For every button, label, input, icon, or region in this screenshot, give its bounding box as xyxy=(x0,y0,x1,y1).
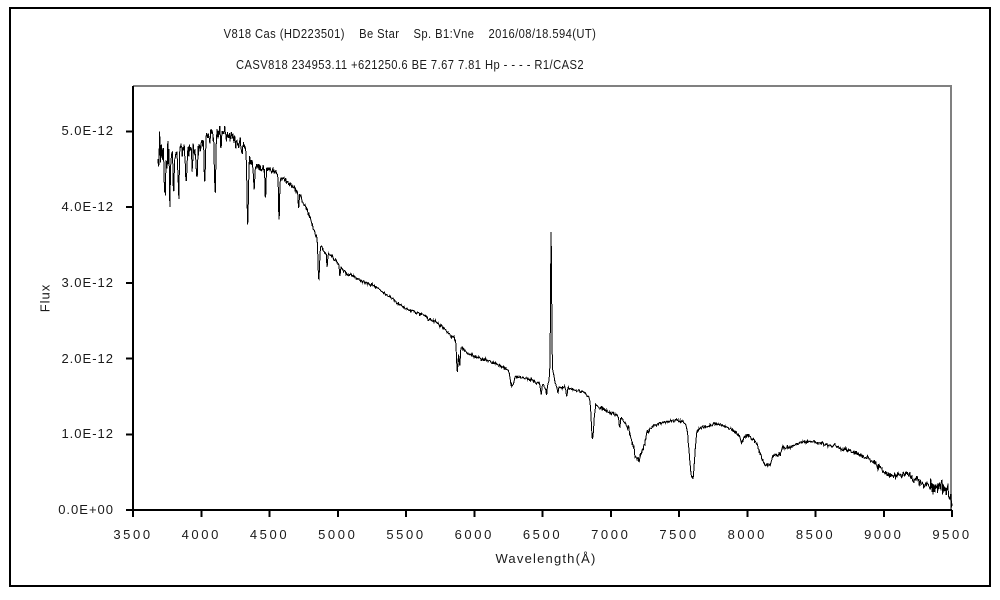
chart-title-line2: CASV818 234953.11 +621250.6 BE 7.67 7.81… xyxy=(235,57,585,72)
x-tick-label: 9500 xyxy=(932,527,972,542)
x-tick-label: 5000 xyxy=(318,527,358,542)
y-tick-label: 1.0E-12 xyxy=(61,426,114,442)
figure-border xyxy=(9,7,991,587)
x-tick-label: 8500 xyxy=(795,527,836,542)
x-tick-label: 4500 xyxy=(249,527,290,542)
chart-title-line1: V818 Cas (HD223501) Be Star Sp. B1:Vne 2… xyxy=(223,26,597,41)
x-tick-label: 7500 xyxy=(659,527,699,542)
x-tick-label: 6500 xyxy=(522,527,563,542)
x-axis-label: Wavelength(Å) xyxy=(495,551,597,566)
y-tick-label: 2.0E-12 xyxy=(61,350,114,366)
y-tick-label: 3.0E-12 xyxy=(61,274,114,290)
y-tick-label: 0.0E+00 xyxy=(58,502,114,517)
x-tick-label: 6000 xyxy=(454,527,494,542)
x-tick-label: 9000 xyxy=(864,527,904,542)
x-tick-label: 5500 xyxy=(386,527,426,542)
y-tick-label: 4.0E-12 xyxy=(61,199,114,215)
x-tick-label: 7000 xyxy=(591,527,631,542)
x-tick-label: 4000 xyxy=(181,527,221,542)
y-tick-label: 5.0E-12 xyxy=(61,123,114,139)
x-tick-label: 8000 xyxy=(727,527,767,542)
x-tick-label: 3500 xyxy=(113,527,153,542)
spectrum-line xyxy=(157,125,953,508)
